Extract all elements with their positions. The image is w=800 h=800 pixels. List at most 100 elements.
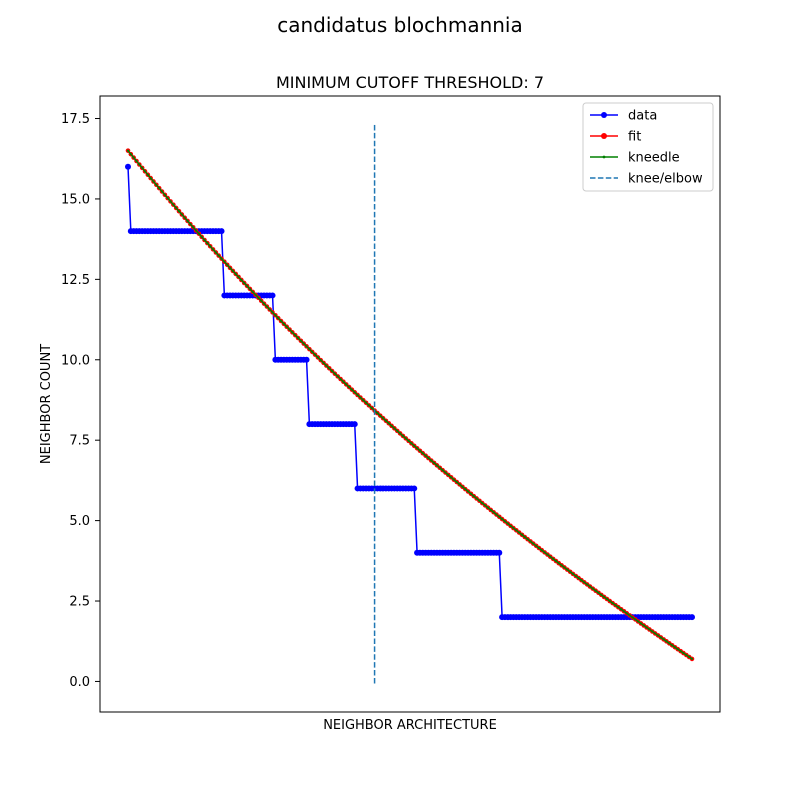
kneedle-point: [659, 636, 662, 639]
kneedle-point: [350, 388, 353, 391]
kneedle-point: [498, 515, 501, 518]
kneedle-point: [614, 604, 617, 607]
kneedle-point: [540, 549, 543, 552]
kneedle-point: [234, 272, 237, 276]
kneedle-point: [163, 193, 166, 196]
kneedle-point: [271, 311, 274, 314]
kneedle-point: [209, 245, 212, 248]
kneedle-point: [503, 520, 507, 523]
kneedle-point: [398, 432, 402, 435]
kneedle-point: [682, 652, 685, 655]
kneedle-point: [546, 553, 549, 556]
kneedle-point: [656, 634, 660, 637]
kneedle-point: [364, 401, 368, 404]
kneedle-point: [347, 385, 351, 389]
kneedle-point: [401, 434, 405, 437]
kneedle-point: [379, 414, 382, 417]
kneedle-point: [141, 166, 144, 170]
kneedle-point: [243, 281, 246, 285]
kneedle-point: [506, 522, 509, 525]
kneedle-point: [651, 630, 654, 633]
kneedle-point: [160, 190, 164, 193]
kneedle-point: [591, 587, 594, 590]
y-tick-label: 2.5: [69, 595, 90, 610]
kneedle-point: [322, 361, 325, 364]
kneedle-point: [265, 305, 268, 308]
kneedle-point: [376, 412, 379, 415]
kneedle-point: [282, 322, 285, 325]
kneedle-point: [549, 555, 552, 558]
kneedle-point: [501, 517, 504, 521]
kneedle-point: [370, 406, 373, 410]
kneedle-point: [622, 610, 626, 613]
kneedle-point: [149, 176, 152, 180]
kneedle-point: [597, 591, 600, 594]
kneedle-point: [384, 419, 388, 422]
kneedle-point: [489, 508, 492, 512]
kneedle-point: [328, 367, 331, 370]
kneedle-point: [552, 557, 555, 560]
kneedle-point: [381, 417, 385, 420]
data-point: [689, 614, 695, 621]
kneedle-point: [299, 339, 302, 342]
kneedle-point: [404, 437, 407, 440]
kneedle-point: [526, 538, 529, 541]
kneedle-point: [469, 492, 473, 495]
kneedle-point: [631, 616, 634, 619]
kneedle-point: [665, 640, 668, 643]
kneedle-point: [356, 393, 359, 397]
kneedle-series-points: [126, 149, 694, 661]
kneedle-point: [560, 564, 563, 567]
y-tick-label: 0.0: [69, 675, 90, 690]
kneedle-point: [342, 380, 345, 383]
kneedle-point: [226, 263, 229, 266]
kneedle-point: [484, 504, 487, 507]
kneedle-point: [262, 302, 266, 305]
kneedle-point: [291, 331, 294, 334]
kneedle-point: [648, 628, 651, 631]
kneedle-point: [415, 447, 419, 450]
fit-series-line: [127, 150, 693, 660]
kneedle-point: [175, 206, 178, 210]
kneedle-point: [336, 375, 339, 378]
kneedle-point: [313, 353, 317, 356]
x-axis-label: NEIGHBOR ARCHITECTURE: [323, 718, 497, 733]
kneedle-point: [203, 238, 206, 242]
chart-legend: data fit kneedle knee/elbow: [582, 102, 714, 192]
kneedle-point: [583, 581, 586, 584]
kneedle-point: [574, 574, 577, 578]
kneedle-point: [481, 501, 484, 505]
legend-box: [582, 102, 714, 192]
kneedle-point: [458, 483, 461, 486]
kneedle-point: [231, 269, 234, 272]
kneedle-point: [450, 476, 453, 479]
kneedle-point: [688, 655, 691, 659]
kneedle-point: [518, 531, 521, 534]
kneedle-point: [532, 542, 535, 545]
kneedle-point: [240, 278, 243, 282]
kneedle-point: [200, 235, 203, 238]
legend-label: knee/elbow: [628, 172, 703, 187]
kneedle-point: [557, 562, 560, 565]
kneedle-point: [424, 454, 427, 457]
figure-suptitle: candidatus blochmannia: [277, 13, 523, 37]
kneedle-point: [588, 585, 592, 588]
kneedle-point: [637, 620, 640, 623]
y-tick-label: 5.0: [69, 514, 90, 529]
kneedle-point: [608, 599, 611, 603]
kneedle-point: [461, 485, 464, 488]
kneedle-point: [495, 513, 498, 516]
kneedle-point: [390, 424, 393, 427]
kneedle-point: [447, 473, 450, 477]
kneedle-point: [628, 614, 631, 617]
kneedle-point: [671, 644, 674, 647]
kneedle-point: [427, 456, 430, 460]
kneedle-point: [316, 356, 319, 359]
kneedle-point: [138, 163, 141, 166]
kneedle-point: [325, 364, 328, 367]
kneedle-point: [393, 427, 396, 430]
kneedle-point: [444, 471, 447, 474]
kneedle-point: [274, 314, 277, 317]
kneedle-point: [654, 632, 657, 635]
kneedle-point: [577, 577, 580, 580]
